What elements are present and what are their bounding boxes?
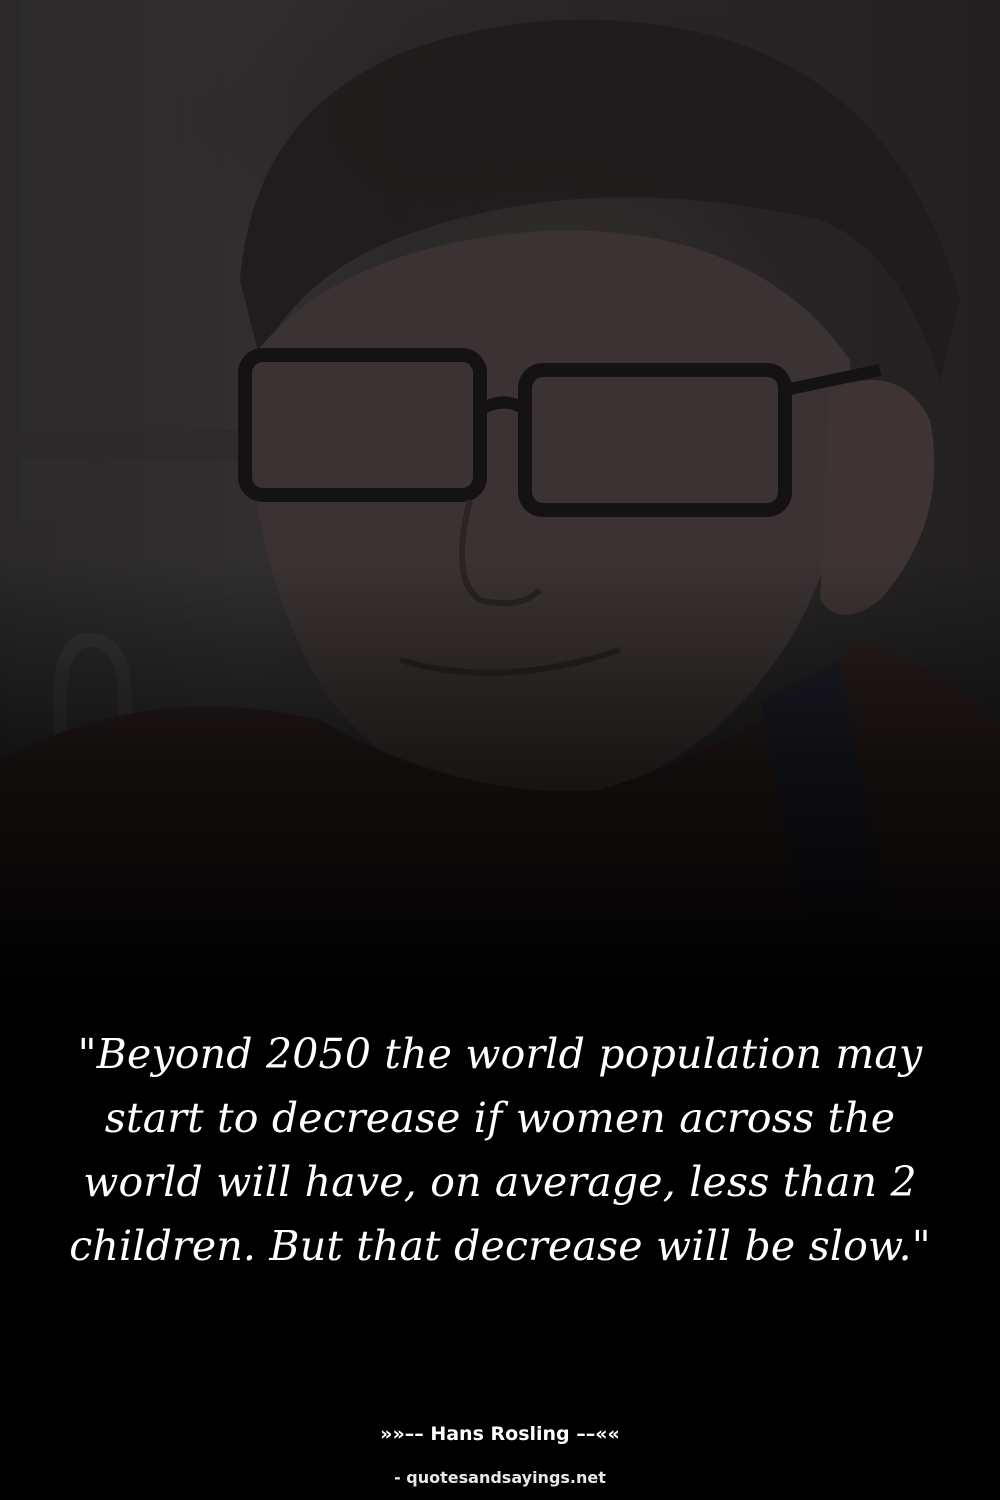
author-attribution: »»–– Hans Rosling ––««: [380, 1423, 620, 1445]
quote-text: "Beyond 2050 the world population may st…: [69, 1030, 931, 1270]
source-credit: - quotesandsayings.net: [394, 1468, 606, 1487]
bottom-fade-overlay: [0, 560, 1000, 1000]
